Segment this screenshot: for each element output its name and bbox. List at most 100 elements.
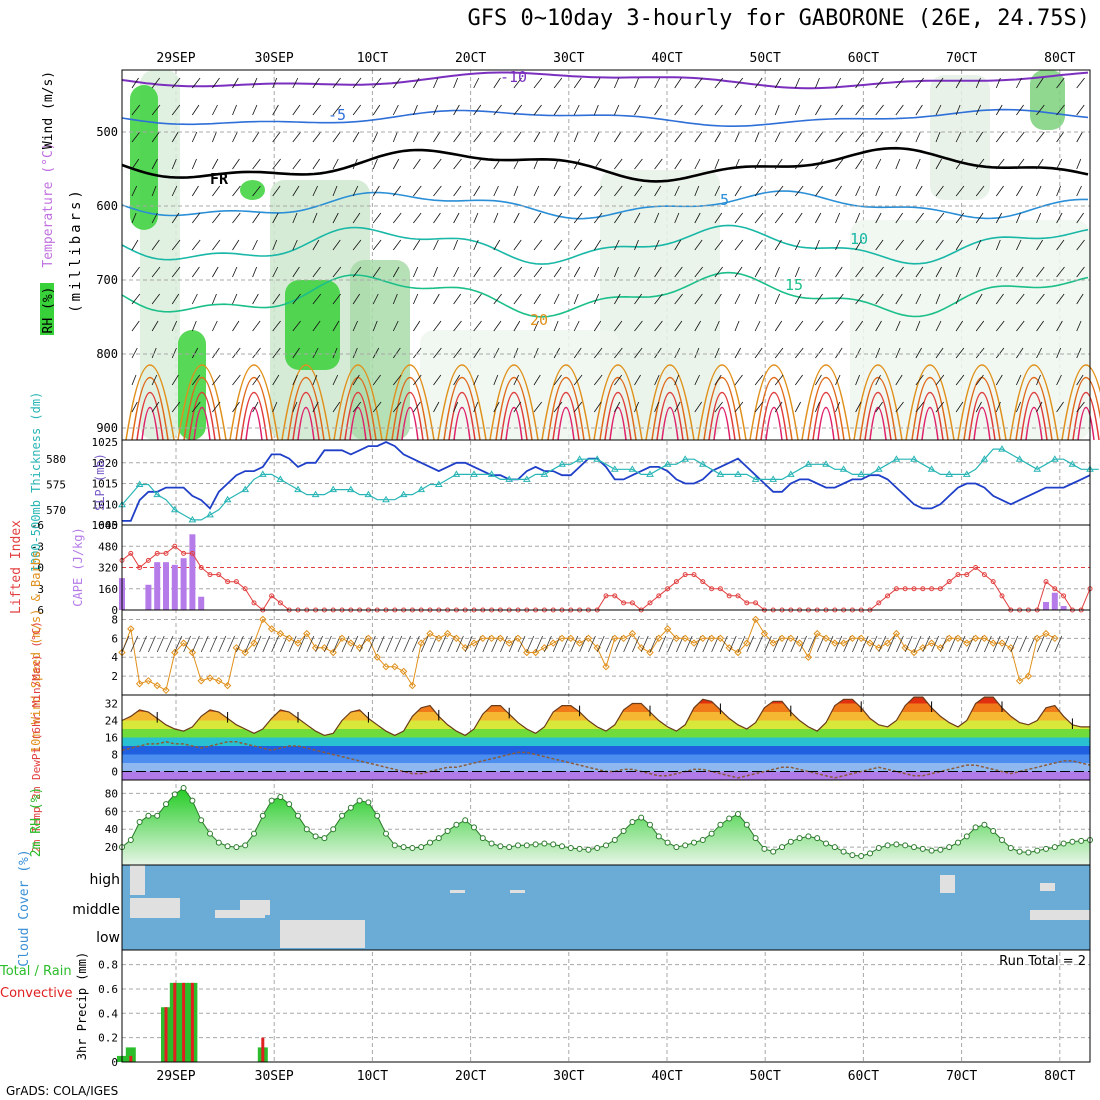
- wind-barb: [131, 239, 139, 251]
- wind-barb: [895, 320, 901, 332]
- wind-barb: [533, 293, 541, 305]
- temp2m-panel: [121, 696, 1091, 780]
- rh-label: RH (%): [41, 287, 56, 334]
- wind-speed-point: [971, 634, 980, 643]
- wind-barb: [734, 266, 743, 278]
- wind-barb: [533, 320, 539, 332]
- wind-barb: [533, 374, 541, 386]
- wind-barb: [553, 212, 563, 224]
- wind-barb: [292, 77, 299, 89]
- wind-barb: [855, 212, 861, 224]
- surface-wind-barb: [720, 635, 728, 653]
- wind-barb: [131, 77, 139, 89]
- wind-speed-point: [153, 681, 161, 690]
- wind-barb: [252, 185, 261, 197]
- lifted-index-point: [277, 600, 283, 606]
- lifted-index-point: [726, 593, 732, 599]
- wind-barb: [694, 131, 703, 143]
- wind-barb: [614, 185, 623, 197]
- wind-barb: [694, 212, 701, 224]
- wind-barb: [272, 293, 281, 305]
- wind-barb: [171, 131, 179, 143]
- wind-barb: [151, 212, 158, 224]
- wind-tick: 4: [111, 651, 118, 664]
- wind-barb: [553, 185, 561, 197]
- wind-barb: [815, 239, 820, 251]
- wind-barb: [533, 131, 541, 143]
- rh-point: [867, 850, 873, 857]
- wind-barb: [1056, 131, 1065, 143]
- wind-barb: [815, 131, 824, 143]
- wind-barb: [734, 320, 740, 332]
- surface-wind-barb: [764, 635, 772, 653]
- wind-barb: [1016, 347, 1024, 359]
- wind-barb: [171, 77, 181, 89]
- wind-barb: [433, 266, 438, 278]
- temp-contour-surface: [1020, 391, 1048, 441]
- rh-point: [339, 812, 345, 819]
- lifted-index-point: [137, 565, 143, 570]
- wind-barb: [714, 104, 723, 116]
- wind-barb: [553, 320, 559, 332]
- rh-point: [787, 838, 794, 845]
- wind-barb: [674, 401, 681, 413]
- thickness-marker: [874, 465, 883, 472]
- wind-barb: [473, 266, 481, 278]
- rh-point: [383, 830, 389, 837]
- thickness-marker: [980, 455, 989, 462]
- wind-barb: [232, 212, 241, 224]
- wind-barb: [352, 104, 362, 116]
- wind-barb: [553, 131, 559, 143]
- wind-barb: [815, 401, 820, 413]
- cape-tick: 0: [111, 604, 118, 617]
- wind-speed-point: [1024, 672, 1033, 680]
- wind-barb: [453, 239, 458, 251]
- surface-wind-barb: [341, 635, 350, 653]
- temp-contour-surface: [131, 376, 169, 441]
- rh-point: [647, 821, 653, 828]
- wind-label: Wind (m/s): [41, 71, 56, 149]
- rh-point: [330, 826, 337, 833]
- temp-contour-surface: [396, 391, 424, 441]
- thickness-marker: [311, 490, 320, 498]
- surface-wind-barb: [500, 635, 508, 653]
- date-label-bottom: 50CT: [750, 1069, 781, 1084]
- wind-barb: [875, 212, 882, 224]
- wind-barb: [975, 104, 982, 116]
- wind-speed-point: [523, 648, 531, 657]
- wind-barb: [191, 293, 198, 305]
- wind-speed-point: [391, 662, 399, 671]
- wind-speed-point: [575, 639, 584, 647]
- wind-barb: [975, 158, 985, 170]
- wind-speed-point: [443, 629, 452, 638]
- wind-barb: [915, 131, 921, 143]
- temp-contour-surface: [749, 364, 799, 441]
- rh-point: [875, 845, 882, 851]
- lifted-index-point: [937, 586, 943, 592]
- wind-barb: [352, 320, 358, 332]
- thickness-marker: [822, 460, 830, 467]
- temp-contour-surface: [443, 376, 481, 441]
- wind-barb: [433, 158, 442, 170]
- wind-speed-point: [276, 629, 285, 638]
- wind-barb: [151, 104, 161, 116]
- wind-barb: [1076, 158, 1082, 170]
- wind-barb: [634, 77, 639, 89]
- wind-barb: [955, 185, 965, 197]
- wind-barb: [232, 131, 238, 143]
- wind-barb: [352, 293, 361, 305]
- chart-title: GFS 0~10day 3-hourly for GABORONE (26E, …: [467, 6, 1090, 31]
- wind-barb: [754, 374, 764, 386]
- wind-barb: [815, 77, 820, 89]
- temp-contour-surface: [448, 391, 476, 441]
- wind-barb: [171, 239, 181, 251]
- wind-barb: [332, 293, 341, 305]
- wind-speed-point: [514, 634, 522, 643]
- wind-barb: [1056, 77, 1065, 89]
- wind-barb: [553, 374, 562, 386]
- cape-tick: 320: [98, 562, 118, 575]
- wind-barb: [593, 77, 601, 89]
- rh-point: [374, 812, 381, 819]
- li-tick: 0: [37, 562, 44, 575]
- rh-point: [136, 819, 143, 826]
